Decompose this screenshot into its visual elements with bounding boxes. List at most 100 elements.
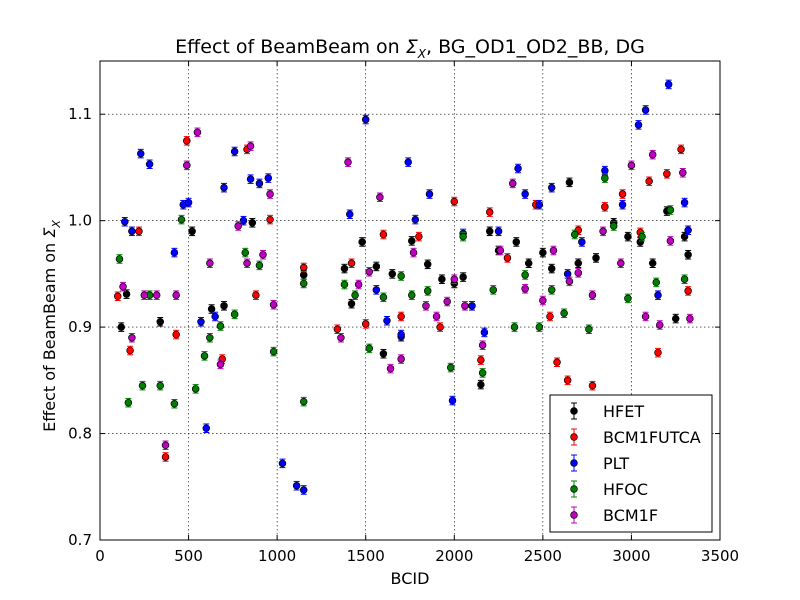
data-point (546, 312, 554, 321)
data-point (152, 291, 161, 299)
y-tick-label: 0.9 (68, 318, 92, 336)
data-point (459, 273, 467, 281)
data-layer (113, 79, 694, 495)
y-tick-label: 0.7 (68, 531, 92, 549)
data-point (299, 486, 308, 494)
data-point (347, 299, 356, 308)
data-point (216, 322, 225, 330)
data-point (239, 216, 248, 225)
ylabel-sigma: Σ (40, 227, 59, 238)
legend-item-bcm1futca: BCM1FUTCA (570, 428, 701, 447)
data-point (383, 316, 391, 325)
y-tick-label: 1.1 (68, 105, 92, 123)
data-point (443, 297, 451, 306)
data-point (684, 226, 692, 234)
data-point (184, 198, 193, 207)
legend-marker (570, 511, 578, 519)
data-point (423, 287, 432, 295)
x-tick-label: 0 (95, 547, 105, 565)
data-point (588, 291, 597, 299)
data-point (565, 277, 574, 286)
data-point (156, 381, 164, 390)
data-point (259, 250, 267, 259)
data-point (654, 291, 662, 299)
legend-marker (570, 407, 578, 415)
data-point (248, 219, 257, 227)
data-point (191, 385, 200, 393)
x-tick-label: 2500 (524, 547, 562, 565)
data-point (425, 190, 434, 198)
data-point (563, 376, 572, 385)
data-point (677, 145, 685, 154)
x-tick-label: 1500 (347, 547, 385, 565)
data-point (485, 208, 494, 216)
data-point (361, 320, 370, 328)
data-point (121, 217, 129, 226)
title-sigma: Σ (406, 36, 418, 58)
data-point (128, 227, 136, 236)
legend: HFET BCM1FUTCA PLT HFOC BCM1F (549, 394, 713, 533)
series-bcm1f (119, 127, 694, 451)
data-point (535, 323, 544, 331)
legend-marker (570, 433, 578, 441)
legend-items: HFET BCM1FUTCA PLT HFOC BCM1F (570, 402, 701, 525)
data-point (609, 222, 618, 230)
data-point (415, 232, 423, 241)
data-point (535, 200, 544, 209)
data-point (299, 397, 308, 406)
series-hfoc (115, 173, 689, 409)
data-point (671, 314, 680, 323)
data-point (638, 232, 646, 241)
data-point (423, 260, 432, 269)
data-point (344, 158, 352, 166)
data-point (570, 230, 579, 239)
data-point (365, 268, 374, 276)
data-point (446, 363, 455, 372)
data-point (411, 215, 420, 224)
data-point (292, 481, 301, 490)
legend-label: HFOC (603, 480, 648, 499)
data-point (601, 166, 609, 175)
x-tick-label: 500 (174, 547, 203, 565)
data-point (397, 355, 405, 363)
data-point (422, 302, 430, 310)
data-point (641, 312, 650, 321)
data-point (397, 312, 405, 321)
data-point (278, 459, 287, 468)
data-point (574, 259, 583, 267)
data-point (432, 312, 441, 321)
legend-item-hfet: HFET (570, 402, 644, 421)
data-point (241, 248, 250, 257)
data-point (656, 321, 664, 329)
data-point (172, 330, 180, 339)
data-point (468, 302, 476, 310)
y-tick-label: 1.0 (68, 212, 92, 230)
data-point (489, 286, 498, 294)
data-point (508, 179, 517, 188)
data-point (299, 279, 308, 288)
data-point (358, 238, 366, 246)
legend-item-bcm1f: BCM1F (570, 506, 658, 525)
data-point (461, 302, 469, 310)
data-point (266, 215, 274, 224)
data-point (347, 259, 356, 267)
data-point (618, 200, 627, 209)
data-point (684, 250, 692, 259)
data-point (654, 348, 662, 357)
data-point (438, 275, 446, 283)
data-point (333, 325, 342, 333)
data-point (117, 323, 126, 331)
data-point (128, 334, 136, 342)
data-point (521, 271, 529, 279)
data-point (216, 360, 225, 369)
data-point (617, 259, 625, 267)
data-point (547, 264, 556, 273)
data-point (200, 352, 209, 360)
data-point (648, 150, 657, 159)
data-point (514, 164, 522, 173)
data-point (459, 232, 467, 241)
data-point (119, 282, 127, 291)
data-point (136, 149, 145, 158)
data-point (585, 325, 593, 333)
data-point (246, 175, 255, 183)
